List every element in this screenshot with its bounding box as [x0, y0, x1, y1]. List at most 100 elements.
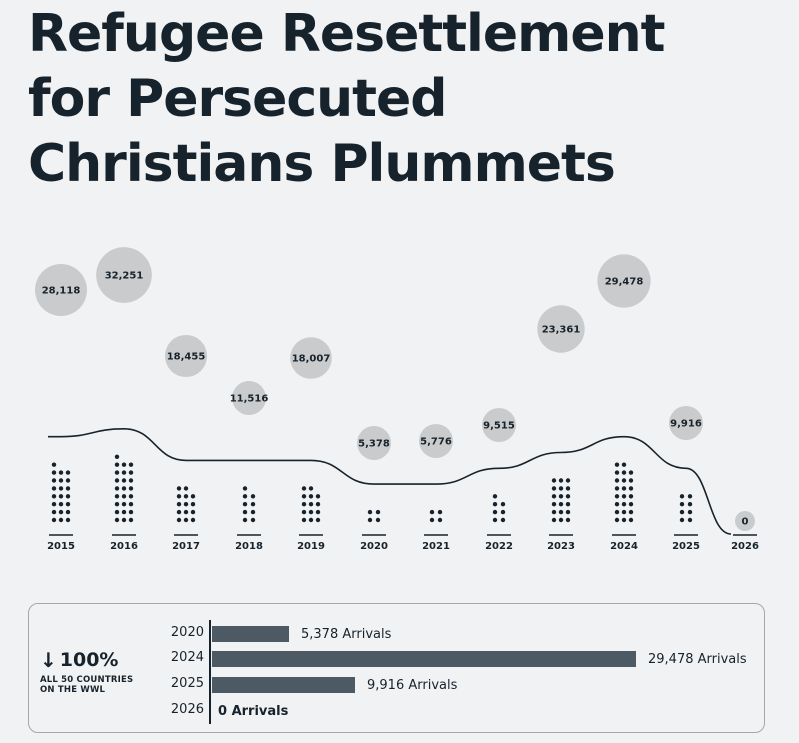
chart-title: Refugee Resettlement for Persecuted Chri…: [28, 2, 788, 197]
stat-summary: ↓ 100% ALL 50 COUNTRIES ON THE WWL: [40, 648, 160, 695]
data-dot: [565, 494, 571, 499]
data-dot: [558, 517, 564, 523]
data-dot: [492, 502, 498, 507]
data-dot: [114, 509, 120, 515]
data-dot: [183, 502, 189, 507]
data-dot: [628, 517, 634, 523]
data-dot: [58, 486, 64, 491]
data-dot: [308, 494, 314, 499]
data-dot: [679, 494, 685, 499]
data-dot: [621, 462, 627, 467]
data-dot: [315, 509, 321, 515]
data-dot: [51, 462, 57, 467]
data-dot: [190, 494, 196, 499]
stat-value: 100%: [59, 649, 119, 671]
data-dot: [183, 517, 189, 523]
data-dot: [121, 462, 127, 467]
x-tick-label: 2016: [110, 541, 138, 552]
data-dot: [128, 494, 134, 499]
data-dot: [551, 486, 557, 491]
data-dot: [628, 509, 634, 515]
data-dot: [301, 517, 307, 523]
data-dot: [308, 486, 314, 491]
x-tick-label: 2015: [47, 541, 75, 552]
data-dot: [500, 517, 506, 523]
y-tick-label: 2025: [170, 676, 204, 691]
data-dot: [687, 509, 693, 515]
data-dot: [58, 502, 64, 507]
data-dot: [621, 470, 627, 475]
data-dot: [558, 478, 564, 483]
data-dot: [183, 486, 189, 491]
data-dot: [176, 494, 182, 499]
data-dot: [565, 509, 571, 515]
data-dot: [51, 509, 57, 515]
dot-column: [614, 462, 634, 523]
data-dot: [65, 502, 71, 507]
data-dot: [308, 502, 314, 507]
data-dot: [614, 509, 620, 515]
data-dot: [65, 478, 71, 483]
data-label: 9,515: [483, 421, 515, 432]
data-dot: [621, 517, 627, 523]
data-dot: [367, 509, 373, 515]
data-dot: [58, 517, 64, 523]
stat-main: ↓ 100%: [40, 648, 160, 672]
panel-divider: [209, 620, 211, 724]
dot-column: [114, 454, 134, 523]
x-tick-label: 2017: [172, 541, 200, 552]
arrivals-bar: [212, 626, 289, 642]
data-dot: [176, 517, 182, 523]
data-dot: [128, 478, 134, 483]
data-dot: [128, 486, 134, 491]
data-dot: [58, 478, 64, 483]
data-dot: [375, 517, 381, 523]
x-tick-label: 2024: [610, 541, 638, 552]
data-dot: [679, 517, 685, 523]
data-dot: [565, 517, 571, 523]
data-dot: [121, 494, 127, 499]
title-line-1: Refugee Resettlement: [28, 4, 665, 64]
arrivals-bar: [212, 651, 636, 667]
data-dot: [51, 470, 57, 475]
data-dot: [301, 486, 307, 491]
data-dot: [429, 517, 435, 523]
data-dot: [628, 478, 634, 483]
data-dot: [614, 502, 620, 507]
data-dot: [114, 454, 120, 459]
x-tick-label: 2019: [297, 541, 325, 552]
x-tick-label: 2026: [731, 541, 759, 552]
data-dot: [308, 517, 314, 523]
y-tick-label: 2024: [170, 650, 204, 665]
data-dot: [242, 486, 248, 491]
x-tick-label: 2021: [422, 541, 450, 552]
bar-value-label: 29,478 Arrivals: [648, 652, 747, 667]
x-tick-label: 2020: [360, 541, 388, 552]
data-dot: [614, 470, 620, 475]
data-dot: [183, 494, 189, 499]
data-dot: [551, 494, 557, 499]
data-dot: [51, 486, 57, 491]
data-dot: [614, 494, 620, 499]
data-dot: [114, 478, 120, 483]
data-dot: [614, 478, 620, 483]
data-label: 0: [742, 517, 749, 528]
dot-column: [429, 509, 443, 523]
trend-line: [47, 427, 732, 535]
data-dot: [621, 494, 627, 499]
data-dot: [114, 486, 120, 491]
data-dot: [58, 470, 64, 475]
data-dot: [190, 502, 196, 507]
dot-column: [367, 509, 381, 523]
data-dot: [492, 509, 498, 515]
title-line-3: Christians Plummets: [28, 134, 616, 194]
data-label: 5,776: [420, 437, 452, 448]
data-dot: [375, 509, 381, 515]
y-tick-label: 2026: [170, 702, 204, 717]
data-dot: [51, 502, 57, 507]
data-dot: [114, 470, 120, 475]
data-label: 32,251: [105, 271, 144, 282]
data-dot: [51, 478, 57, 483]
data-dot: [687, 502, 693, 507]
value-bubble: [597, 254, 651, 308]
